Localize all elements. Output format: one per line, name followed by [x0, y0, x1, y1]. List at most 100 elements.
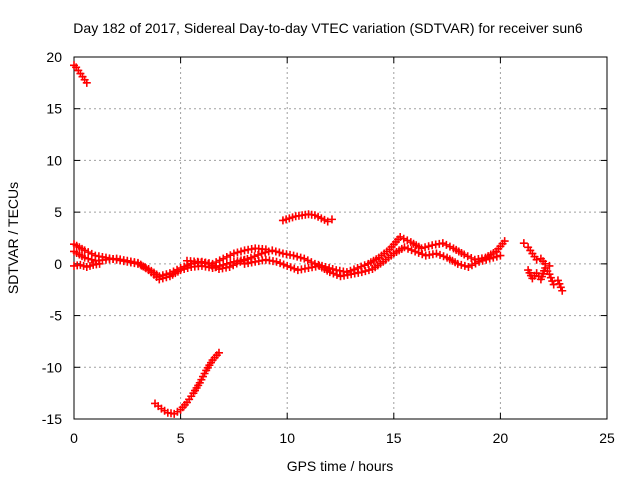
data-point — [532, 255, 541, 264]
data-point — [155, 275, 164, 284]
data-point — [226, 251, 235, 260]
data-point — [207, 261, 216, 270]
data-point — [445, 242, 454, 251]
data-point — [237, 247, 246, 256]
y-tick-label: 5 — [54, 204, 62, 220]
data-point — [471, 259, 480, 268]
y-tick-label: 0 — [54, 256, 62, 272]
data-point — [485, 254, 494, 263]
data-point — [232, 259, 241, 268]
data-point — [403, 236, 412, 245]
data-point — [478, 256, 487, 265]
data-point — [225, 262, 234, 271]
data-point — [276, 259, 285, 268]
series-arc-c — [70, 259, 104, 271]
data-point — [80, 253, 89, 262]
data-point — [323, 217, 332, 226]
data-point — [414, 248, 423, 257]
series-arc-f — [151, 348, 223, 418]
data-point — [541, 259, 550, 268]
data-point — [364, 266, 373, 275]
data-point — [404, 244, 413, 253]
y-tick-label: 15 — [46, 101, 62, 117]
series-arc-h — [519, 239, 541, 264]
y-tick-label: -15 — [42, 411, 62, 427]
chart-title: Day 182 of 2017, Sidereal Day-to-day VTE… — [73, 20, 583, 36]
data-point — [457, 260, 466, 269]
series-arc-i — [524, 263, 567, 295]
data-point — [332, 270, 341, 279]
data-point — [442, 240, 451, 249]
y-tick-label: 10 — [46, 152, 62, 168]
data-point — [500, 237, 509, 246]
x-tick-label: 5 — [177, 430, 185, 446]
data-point — [264, 247, 273, 256]
data-point — [279, 260, 288, 269]
data-point — [357, 268, 366, 277]
data-point — [492, 252, 501, 261]
data-point — [271, 247, 280, 256]
data-point — [453, 259, 462, 268]
x-axis-label: GPS time / hours — [287, 458, 394, 474]
data-point — [467, 261, 476, 270]
y-tick-label: 20 — [46, 49, 62, 65]
data-point — [460, 250, 469, 259]
data-point — [296, 253, 305, 262]
data-point — [82, 78, 91, 87]
data-point — [275, 248, 284, 257]
data-point — [229, 249, 238, 258]
data-point — [421, 243, 430, 252]
data-point — [289, 251, 298, 260]
data-point — [396, 232, 405, 241]
data-point — [361, 267, 370, 276]
data-point — [432, 249, 441, 258]
data-point — [158, 274, 167, 283]
data-points — [70, 61, 567, 418]
data-point — [180, 265, 189, 274]
x-tick-label: 15 — [386, 430, 402, 446]
data-point — [399, 234, 408, 243]
data-point — [283, 261, 292, 270]
data-point — [286, 263, 295, 272]
data-point — [519, 239, 528, 248]
data-point — [439, 252, 448, 261]
x-tick-label: 25 — [599, 430, 615, 446]
x-axis-ticks: 0 5 10 15 20 25 — [70, 57, 615, 446]
data-point — [467, 253, 476, 262]
series-arc-j — [536, 254, 554, 270]
data-point — [558, 286, 567, 295]
data-point — [407, 246, 416, 255]
data-point — [325, 268, 334, 277]
x-tick-label: 0 — [70, 430, 78, 446]
y-tick-label: -10 — [42, 359, 62, 375]
y-axis-label: SDTVAR / TECUs — [5, 182, 21, 294]
data-point — [87, 255, 96, 264]
data-point — [204, 259, 213, 268]
data-point — [84, 254, 93, 263]
data-point — [496, 251, 505, 260]
data-point — [489, 253, 498, 262]
series-arc-g — [278, 210, 336, 226]
data-point — [464, 262, 473, 271]
x-tick-label: 20 — [493, 430, 509, 446]
data-point — [293, 252, 302, 261]
data-point — [438, 239, 447, 248]
data-point — [329, 269, 338, 278]
series-arc-top-left — [70, 61, 91, 87]
data-point — [300, 254, 309, 263]
data-point — [80, 246, 89, 255]
data-point — [303, 256, 312, 265]
data-point — [236, 257, 245, 266]
y-axis-ticks: -15 -10 -5 0 5 10 15 20 — [42, 49, 607, 427]
plot-frame — [73, 56, 608, 420]
data-point — [268, 246, 277, 255]
y-tick-label: -5 — [50, 308, 63, 324]
data-point — [424, 242, 433, 251]
data-point — [233, 248, 242, 257]
data-point — [290, 264, 299, 273]
data-point — [261, 248, 270, 257]
data-point — [463, 252, 472, 261]
data-point — [95, 259, 104, 268]
data-point — [211, 263, 220, 272]
